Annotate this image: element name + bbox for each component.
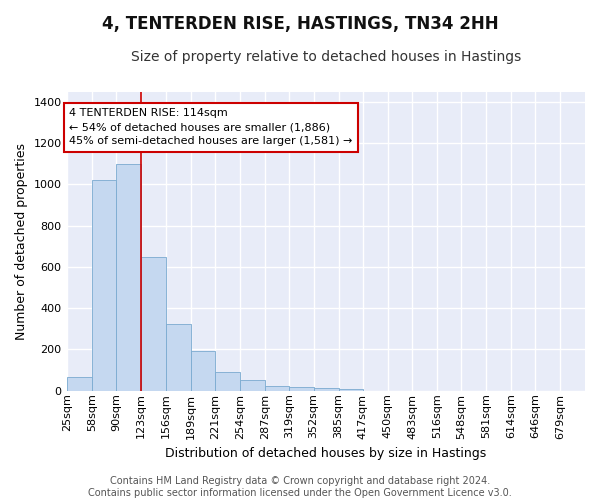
Bar bbox=[141, 256, 166, 391]
Bar bbox=[166, 324, 191, 391]
X-axis label: Distribution of detached houses by size in Hastings: Distribution of detached houses by size … bbox=[166, 447, 487, 460]
Bar bbox=[240, 380, 265, 391]
Bar bbox=[215, 372, 240, 391]
Bar bbox=[191, 350, 215, 391]
Bar bbox=[338, 388, 362, 391]
Title: Size of property relative to detached houses in Hastings: Size of property relative to detached ho… bbox=[131, 50, 521, 64]
Text: Contains HM Land Registry data © Crown copyright and database right 2024.
Contai: Contains HM Land Registry data © Crown c… bbox=[88, 476, 512, 498]
Bar bbox=[314, 388, 338, 391]
Y-axis label: Number of detached properties: Number of detached properties bbox=[15, 142, 28, 340]
Bar bbox=[92, 180, 116, 391]
Bar bbox=[116, 164, 141, 391]
Text: 4, TENTERDEN RISE, HASTINGS, TN34 2HH: 4, TENTERDEN RISE, HASTINGS, TN34 2HH bbox=[101, 15, 499, 33]
Bar bbox=[67, 378, 92, 391]
Bar bbox=[289, 386, 314, 391]
Bar bbox=[265, 386, 289, 391]
Text: 4 TENTERDEN RISE: 114sqm
← 54% of detached houses are smaller (1,886)
45% of sem: 4 TENTERDEN RISE: 114sqm ← 54% of detach… bbox=[70, 108, 353, 146]
